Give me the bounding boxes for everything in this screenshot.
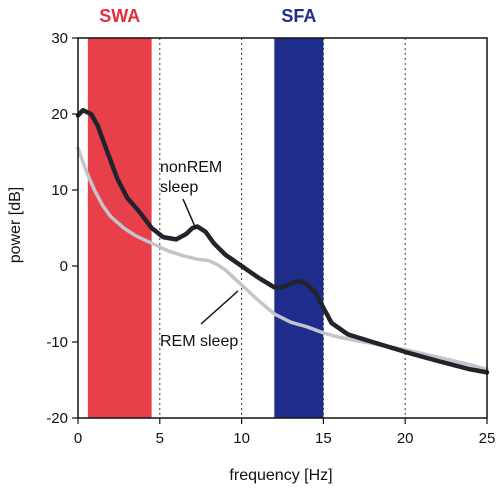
swa-band [87, 38, 152, 418]
nonrem-sleep-annotation-line: sleep [160, 179, 198, 196]
nonrem-sleep-annotation: nonREM sleep [160, 159, 222, 196]
x-axis-title: frequency [Hz] [229, 467, 332, 484]
x-axis-ticks: 0 5 10 15 20 25 [74, 418, 496, 447]
y-axis-ticks: -20 -10 0 10 20 30 [46, 30, 78, 427]
frequency-bands: SWA SFA [87, 6, 324, 418]
nonrem-sleep-line [75, 107, 490, 375]
y-tick-label-30: 30 [51, 30, 68, 47]
plot-frame-rect [77, 37, 488, 419]
rem-sleep-annotation-pointer [200, 290, 239, 325]
x-tick-label-25: 25 [479, 430, 496, 447]
plot-frame [77, 37, 488, 419]
rem-sleep-annotation: REM sleep [160, 333, 238, 350]
y-axis-title: power [dB] [7, 187, 24, 263]
swa-band-label: SWA [99, 6, 140, 26]
x-tick-label-0: 0 [74, 430, 82, 447]
y-tick-label--10: -10 [46, 334, 68, 351]
y-tick-label-10: 10 [51, 182, 68, 199]
x-tick-label-5: 5 [156, 430, 164, 447]
annotations: nonREM sleep REM sleep [160, 159, 239, 350]
y-tick-label--20: -20 [46, 410, 68, 427]
sfa-band [274, 38, 324, 418]
y-tick-label-0: 0 [60, 258, 68, 275]
x-tick-label-10: 10 [233, 430, 250, 447]
grid-lines [159, 38, 406, 418]
x-tick-label-20: 20 [397, 430, 414, 447]
x-tick-label-15: 15 [315, 430, 332, 447]
y-tick-label-20: 20 [51, 106, 68, 123]
data-series [75, 107, 490, 375]
nonrem-sleep-annotation-pointer [182, 198, 197, 230]
rem-sleep-annotation-line: REM sleep [160, 333, 238, 350]
sfa-band-label: SFA [281, 6, 316, 26]
nonrem-sleep-annotation-line: nonREM [160, 159, 222, 176]
